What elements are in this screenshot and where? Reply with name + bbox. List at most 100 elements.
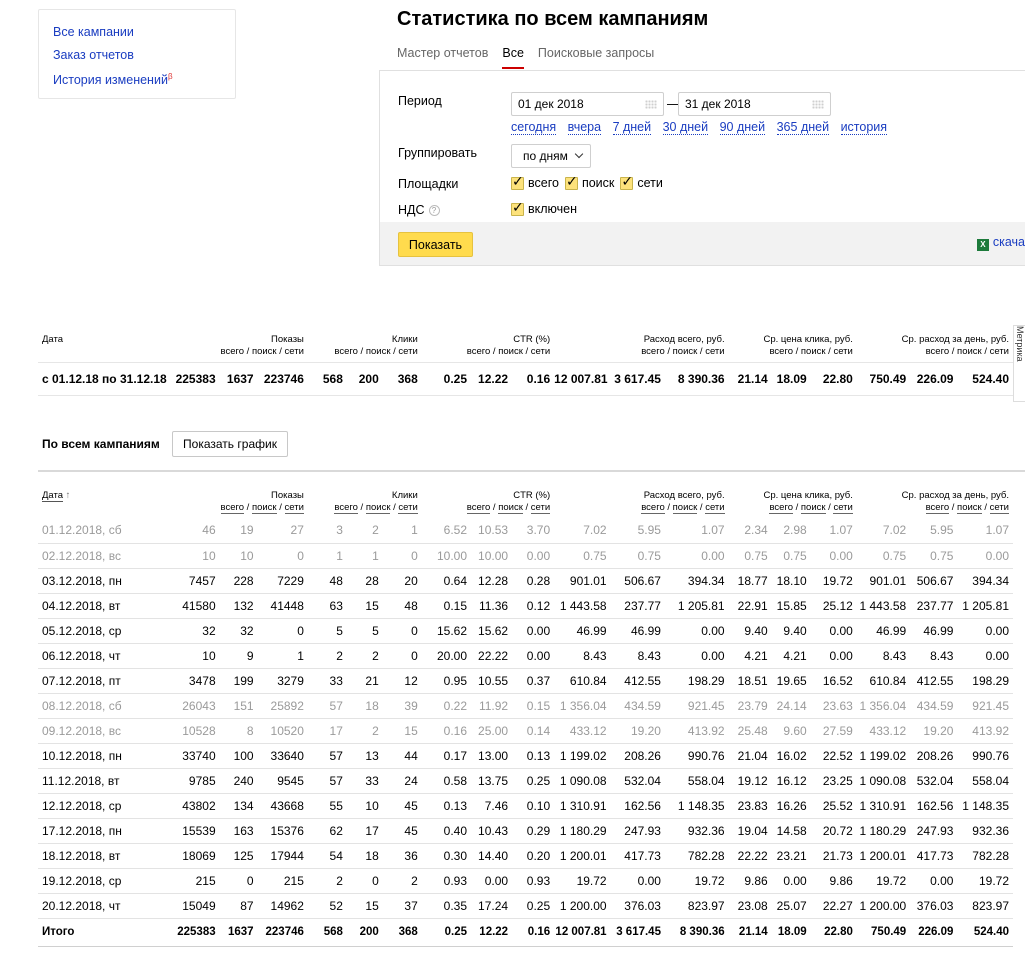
quick-period-history[interactable]: история <box>840 120 888 135</box>
sub-col-networks-label[interactable]: сети <box>530 502 551 514</box>
cell-daily-search: 532.04 <box>910 768 958 794</box>
col-header-spend-title: Расход всего, руб. <box>643 334 725 345</box>
cell-spend-total: 1 356.04 <box>554 693 611 719</box>
cell-spend-total: 12 007.81 <box>554 917 611 947</box>
cell-ctr-networks: 0.28 <box>512 568 555 594</box>
calendar-icon[interactable] <box>645 100 657 109</box>
sub-col-search-label: поиск <box>957 346 982 357</box>
date-to-input[interactable]: 31 дек 2018 <box>678 92 831 116</box>
col-header-clicks: Клики всего / поиск / сети <box>308 334 422 362</box>
sub-col-networks-label[interactable]: сети <box>705 502 725 514</box>
group-by-select[interactable]: по дням <box>511 144 592 168</box>
cell-cpc-total: 18.77 <box>728 568 772 594</box>
sub-col-networks-label[interactable]: сети <box>833 502 853 514</box>
cell-spend-total: 1 200.01 <box>554 843 611 869</box>
sub-col-search-label[interactable]: поиск <box>957 502 982 514</box>
cell-clicks-networks: 36 <box>382 843 422 869</box>
cell-cpc-total: 19.12 <box>728 768 772 794</box>
cell-clicks-search: 17 <box>346 818 383 844</box>
table-row: 19.12.2018, ср 215 0 215 2 0 2 0.93 0.00 0.93 19.7… <box>38 868 1013 894</box>
cell-shows-networks: 215 <box>257 868 308 894</box>
date-from-input[interactable]: 01 дек 2018 <box>511 92 664 116</box>
sub-col-search-label[interactable]: поиск <box>800 502 826 514</box>
show-button[interactable]: Показать <box>398 232 473 257</box>
sub-col-separator: / <box>390 502 399 513</box>
cell-spend-networks: 921.45 <box>664 693 729 719</box>
sub-col-total-label[interactable]: всего <box>334 502 358 514</box>
sub-col-networks-label[interactable]: сети <box>989 502 1009 514</box>
nav-change-history[interactable]: История измененийβ <box>53 66 221 92</box>
cell-daily-search: 226.09 <box>910 917 958 947</box>
sub-col-search-label[interactable]: поиск <box>365 502 391 514</box>
quick-period-today[interactable]: сегодня <box>511 120 557 135</box>
cell-daily-networks: 782.28 <box>957 843 1013 869</box>
sub-col-networks-label[interactable]: сети <box>284 502 304 514</box>
tab-all[interactable]: Все <box>502 46 524 69</box>
quick-period-30-days[interactable]: 30 дней <box>662 120 709 135</box>
cell-clicks-networks: 48 <box>382 593 422 619</box>
cell-spend-total: 7.02 <box>554 518 611 544</box>
sub-col-total-label[interactable]: всего <box>769 502 793 514</box>
tab-search-queries[interactable]: Поисковые запросы <box>537 46 655 60</box>
cell-cpc-total: 22.91 <box>728 593 772 619</box>
sub-col-separator: / <box>276 502 285 513</box>
cell-clicks-total: 17 <box>307 718 347 744</box>
sub-col-search-label: поиск <box>672 346 698 357</box>
cell-spend-networks: 1.07 <box>664 518 729 544</box>
cell-spend-search: 8.43 <box>610 643 665 669</box>
col-subheader-ctr: всего / поиск / сети <box>422 502 551 514</box>
quick-period-yesterday[interactable]: вчера <box>567 120 602 135</box>
sub-col-search-label[interactable]: поиск <box>251 502 277 514</box>
cell-daily-search: 376.03 <box>910 893 958 919</box>
quick-period-365-days[interactable]: 365 дней <box>776 120 830 135</box>
cell-daily-networks: 198.29 <box>957 668 1013 694</box>
cell-spend-networks: 413.92 <box>664 718 729 744</box>
checkbox-platform-all[interactable] <box>511 173 524 190</box>
quick-period-links: сегодня вчера 7 дней 30 дней 90 дней 365… <box>511 120 895 135</box>
nav-all-campaigns[interactable]: Все кампании <box>53 25 134 39</box>
metrika-side-tab[interactable]: Метрика <box>1013 325 1025 402</box>
download-label: скача <box>992 235 1025 249</box>
row-date: 17.12.2018, пн <box>38 818 174 844</box>
col-header-ctr-title: CTR (%) <box>513 490 551 501</box>
cell-clicks-total: 1 <box>307 543 347 569</box>
col-header-date[interactable]: Дата ↑ <box>38 490 173 518</box>
calendar-icon[interactable] <box>812 100 824 109</box>
sort-asc-icon: ↑ <box>63 490 71 501</box>
checkbox-vat[interactable] <box>511 199 524 216</box>
table-row: 02.12.2018, вс 10 10 0 1 1 0 10.00 10.00 0.00 0.75… <box>38 543 1013 569</box>
sub-col-separator: / <box>981 346 990 357</box>
cell-clicks-search: 2 <box>346 643 383 669</box>
show-chart-button[interactable]: Показать график <box>172 431 288 457</box>
quick-period-90-days[interactable]: 90 дней <box>719 120 766 135</box>
vat-label-wrap: НДС? <box>398 203 440 217</box>
checkbox-platform-networks[interactable] <box>620 173 634 190</box>
nav-order-reports[interactable]: Заказ отчетов <box>53 47 134 62</box>
sub-col-separator: / <box>949 502 958 513</box>
cell-cpc-search: 18.09 <box>771 361 811 396</box>
cell-cpc-search: 19.65 <box>771 668 811 694</box>
checkbox-platform-search[interactable] <box>564 173 578 190</box>
sub-col-total-label[interactable]: всего <box>641 502 665 514</box>
help-icon[interactable]: ? <box>428 205 440 216</box>
cell-daily-search: 19.20 <box>910 718 958 744</box>
sort-by-date-link[interactable]: Дата <box>42 490 64 502</box>
cell-spend-search: 247.93 <box>610 818 665 844</box>
sub-col-search-label[interactable]: поиск <box>672 502 698 514</box>
row-date: 07.12.2018, пт <box>38 668 174 694</box>
cell-shows-total: 43802 <box>173 793 220 819</box>
col-header-spend: Расход всего, руб. всего / поиск / сети <box>554 490 728 518</box>
sub-col-total-label[interactable]: всего <box>925 502 950 514</box>
left-nav: Все кампании Заказ отчетов История измен… <box>38 9 236 99</box>
cell-cpc-total: 22.22 <box>728 843 772 869</box>
col-subheader-cpc: всего / поиск / сети <box>729 346 852 358</box>
tab-report-wizard[interactable]: Мастер отчетов <box>397 46 489 60</box>
sub-col-total-label[interactable]: всего <box>466 502 491 514</box>
quick-period-7-days[interactable]: 7 дней <box>612 120 652 135</box>
sub-col-search-label[interactable]: поиск <box>498 502 523 514</box>
col-header-cpc: Ср. цена клика, руб. всего / поиск / сети <box>729 334 857 362</box>
sub-col-total-label[interactable]: всего <box>220 502 245 514</box>
sub-col-networks-label[interactable]: сети <box>398 502 418 514</box>
